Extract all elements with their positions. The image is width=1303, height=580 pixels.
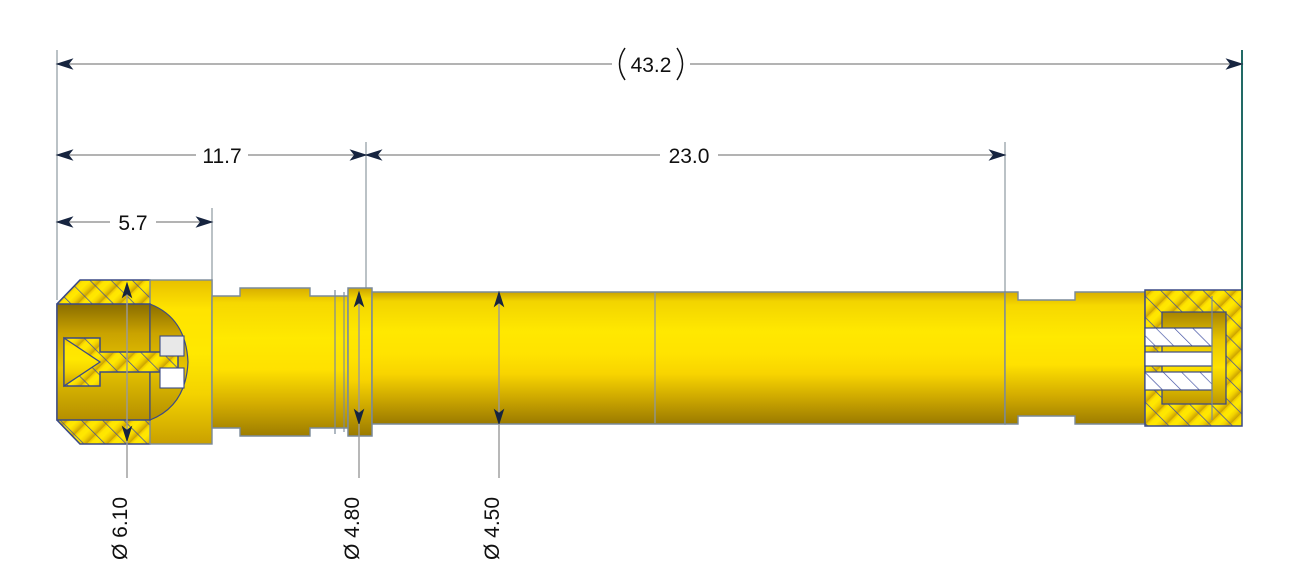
dim-d450-label: Ø 4.50 [481, 497, 504, 560]
main-shaft-d450 [371, 291, 1006, 425]
rear-shoulder [1004, 291, 1146, 425]
socket-gap-center [1144, 351, 1213, 367]
main-shaft-body [371, 291, 1006, 425]
dim-flange-label: 11.7 [202, 145, 241, 168]
socket-lamella-upper [1144, 327, 1213, 347]
collar-d480 [347, 287, 373, 437]
socket-lamella-lower [1144, 371, 1213, 391]
dim-diameter-6-10: Ø 6.10 [109, 281, 133, 560]
dim-overall-43-2: 43.2 [55, 47, 1244, 81]
dim-head-label: 5.7 [118, 212, 147, 235]
dim-overall-paren-open [618, 47, 626, 81]
dim-head-5-7: 5.7 [55, 212, 214, 235]
dim-flange-11-7: 11.7 [55, 145, 368, 168]
linear-dimensions: 43.2 11.7 23.0 5.7 [55, 47, 1244, 235]
socket-end [1144, 289, 1243, 427]
head-socket-chamfer [63, 336, 102, 388]
head-slot-lower [159, 367, 185, 389]
diameter-dimensions: Ø 6.10 Ø 4.80 Ø 4.50 [109, 281, 505, 560]
dim-d480-label: Ø 4.80 [341, 497, 364, 560]
dim-shoulder-23-0: 23.0 [364, 145, 1007, 168]
hex-connector-head [56, 279, 213, 445]
dim-shoulder-label: 23.0 [669, 145, 710, 168]
dim-overall-paren-close [676, 47, 684, 81]
head-slot-upper [159, 335, 185, 357]
dim-overall-label: 43.2 [631, 54, 672, 77]
dim-diameter-4-80: Ø 4.80 [341, 290, 365, 560]
rear-shoulder-profile [1004, 291, 1146, 425]
reduced-shaft [211, 287, 349, 437]
part-section-view [56, 279, 1243, 445]
dim-d610-label: Ø 6.10 [109, 497, 132, 560]
dim-diameter-4-50: Ø 4.50 [481, 290, 505, 560]
shaft-necked-profile [211, 287, 349, 437]
